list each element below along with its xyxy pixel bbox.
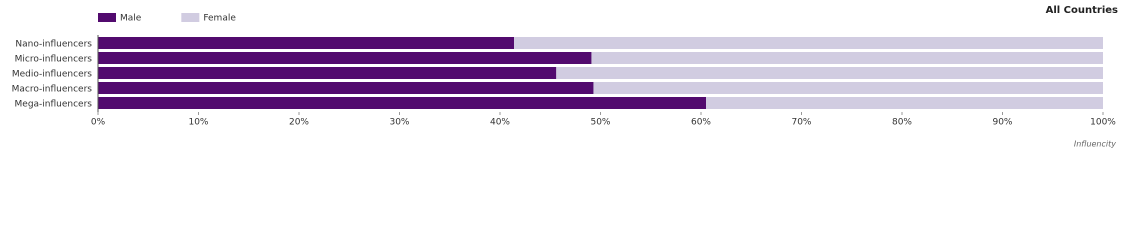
- chart-title: All Countries: [1046, 5, 1118, 16]
- legend-swatch: [181, 13, 200, 22]
- legend-label: Female: [203, 14, 236, 24]
- x-tick-label: 40%: [490, 118, 510, 128]
- x-tick-label: 90%: [992, 118, 1012, 128]
- x-tick-label: 20%: [289, 118, 309, 128]
- y-tick-label: Nano-influencers: [15, 40, 92, 50]
- chart: All Countries Influencity Male Female 0% 10…: [12, 5, 1118, 149]
- bar-segment: [98, 67, 557, 79]
- y-tick-label: Mega-influencers: [15, 100, 93, 110]
- legend-swatch: [98, 13, 116, 22]
- x-tick-label: 100%: [1090, 118, 1116, 128]
- x-tick-label: 30%: [389, 118, 409, 128]
- bar-segment: [556, 67, 1103, 79]
- bar-segment: [98, 97, 707, 109]
- bar-segment: [706, 97, 1103, 109]
- x-tick-label: 70%: [791, 118, 811, 128]
- bar-segment: [514, 37, 1103, 49]
- y-tick-label: Micro-influencers: [15, 55, 93, 65]
- x-tick-label: 0%: [91, 118, 106, 128]
- logo: Influencity: [1074, 140, 1116, 149]
- x-tick-label: 50%: [590, 118, 610, 128]
- bar-segment: [98, 37, 515, 49]
- x-tick-label: 10%: [188, 118, 208, 128]
- bar-segment: [591, 52, 1103, 64]
- y-tick-label: Macro-influencers: [12, 85, 93, 95]
- bar-segment: [98, 52, 592, 64]
- x-tick-label: 60%: [691, 118, 711, 128]
- bar-segment: [593, 82, 1103, 94]
- y-tick-label: Medio-influencers: [12, 70, 92, 80]
- legend-label: Male: [120, 14, 142, 24]
- bar-segment: [98, 82, 594, 94]
- x-tick-label: 80%: [892, 118, 912, 128]
